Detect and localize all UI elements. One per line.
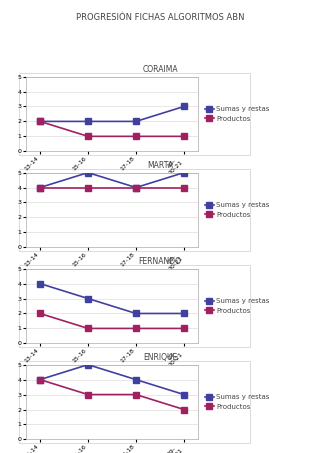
- Productos: [38, 185, 42, 190]
- Productos: [182, 326, 186, 331]
- Line: Productos: Productos: [37, 185, 187, 190]
- Productos: [86, 185, 90, 190]
- Text: PROGRESIÓN FICHAS ALGORITMOS ABN: PROGRESIÓN FICHAS ALGORITMOS ABN: [76, 13, 244, 22]
- Text: CORAIMA: CORAIMA: [142, 65, 178, 74]
- Sumas y restas: [134, 185, 138, 190]
- Line: Productos: Productos: [37, 119, 187, 139]
- Productos: [134, 392, 138, 397]
- Productos: [86, 326, 90, 331]
- Sumas y restas: [86, 362, 90, 367]
- Productos: [38, 311, 42, 316]
- Productos: [182, 185, 186, 190]
- Productos: [134, 326, 138, 331]
- Sumas y restas: [38, 377, 42, 382]
- Line: Sumas y restas: Sumas y restas: [37, 281, 187, 316]
- Line: Sumas y restas: Sumas y restas: [37, 104, 187, 124]
- Legend: Sumas y restas, Productos: Sumas y restas, Productos: [205, 298, 270, 314]
- Sumas y restas: [134, 311, 138, 316]
- Sumas y restas: [182, 392, 186, 397]
- Sumas y restas: [86, 296, 90, 301]
- Productos: [38, 377, 42, 382]
- Sumas y restas: [182, 311, 186, 316]
- Productos: [182, 407, 186, 412]
- Sumas y restas: [38, 185, 42, 190]
- Sumas y restas: [38, 281, 42, 286]
- Productos: [134, 185, 138, 190]
- Productos: [38, 119, 42, 124]
- Legend: Sumas y restas, Productos: Sumas y restas, Productos: [205, 106, 270, 122]
- Legend: Sumas y restas, Productos: Sumas y restas, Productos: [205, 394, 270, 410]
- Legend: Sumas y restas, Productos: Sumas y restas, Productos: [205, 202, 270, 218]
- Sumas y restas: [86, 119, 90, 124]
- Line: Productos: Productos: [37, 377, 187, 412]
- Productos: [86, 392, 90, 397]
- Line: Sumas y restas: Sumas y restas: [37, 170, 187, 190]
- Sumas y restas: [38, 119, 42, 124]
- Line: Productos: Productos: [37, 311, 187, 331]
- Line: Sumas y restas: Sumas y restas: [37, 362, 187, 397]
- Text: ENRIQUE: ENRIQUE: [143, 353, 177, 362]
- Text: FERNANDO: FERNANDO: [139, 257, 181, 266]
- Sumas y restas: [134, 377, 138, 382]
- Productos: [182, 134, 186, 139]
- Productos: [86, 134, 90, 139]
- Sumas y restas: [86, 170, 90, 175]
- Sumas y restas: [134, 119, 138, 124]
- Sumas y restas: [182, 170, 186, 175]
- Sumas y restas: [182, 104, 186, 109]
- Text: MARTA: MARTA: [147, 161, 173, 170]
- Productos: [134, 134, 138, 139]
